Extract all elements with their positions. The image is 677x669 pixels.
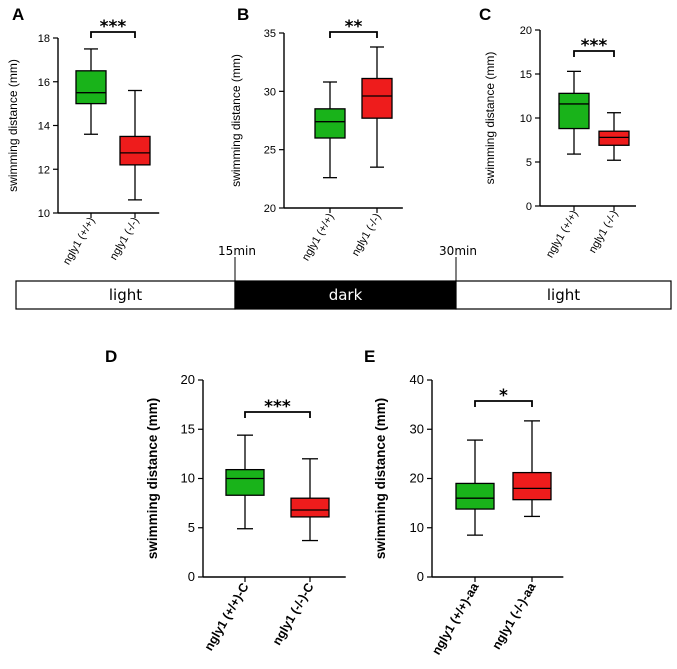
panel-letter: C: [479, 5, 491, 24]
significance-stars: ***: [264, 397, 291, 417]
iqr-box: [455, 482, 495, 510]
y-tick-label: 10: [38, 208, 50, 220]
timeline-segment-label: light: [547, 286, 580, 304]
panel-b: B 20 25 30 35 swimming distance (mm) ngly1 (+/…: [229, 5, 403, 263]
x-category-label: ngly1 (+/+): [300, 212, 337, 264]
significance-bracket: [90, 31, 136, 38]
x-category-label: ngly1 (-/-)-aa: [489, 580, 539, 652]
y-tick-label: 12: [38, 164, 50, 176]
y-tick-label: 0: [188, 569, 195, 584]
y-tick-label: 35: [264, 28, 276, 40]
significance-stars: ***: [100, 17, 127, 37]
y-tick-label: 20: [520, 25, 532, 37]
x-category-label: ngly1 (+/+)-aa: [429, 580, 482, 658]
significance-stars: ***: [581, 36, 608, 56]
iqr-box: [119, 135, 151, 166]
box-wild-type: [455, 439, 495, 536]
significance-stars: **: [345, 17, 363, 37]
x-category-label: ngly1 (-/-): [587, 209, 621, 256]
significance-bracket: [573, 50, 615, 57]
panel-letter: B: [237, 5, 249, 24]
y-axis-label: swimming distance (mm): [373, 398, 388, 559]
x-category-label: ngly1 (+/+): [544, 209, 581, 261]
x-category-label: ngly1 (+/+): [61, 216, 98, 268]
panel-letter: D: [105, 347, 117, 366]
box-knockout: [598, 112, 630, 161]
box-wild-type: [225, 434, 265, 530]
y-tick-label: 15: [181, 421, 195, 436]
box-knockout: [512, 420, 552, 518]
timeline-segment-dark: [234, 280, 457, 310]
timeline-segment-label: dark: [329, 286, 363, 304]
timeline-segment-light: [455, 280, 672, 310]
y-axis-label: swimming distance (mm): [229, 54, 243, 187]
significance-bracket: [329, 31, 378, 38]
significance-bracket: [244, 411, 311, 418]
iqr-box: [225, 468, 265, 496]
iqr-box: [290, 497, 330, 518]
y-tick-label: 16: [38, 77, 50, 89]
y-tick-label: 40: [410, 372, 424, 387]
x-category-label: ngly1 (-/-): [350, 212, 384, 259]
timeline-segment-light: [15, 280, 236, 310]
y-tick-label: 30: [264, 86, 276, 98]
x-category-label: ngly1 (+/+)-C: [202, 581, 252, 654]
box-wild-type: [558, 70, 590, 155]
y-tick-label: 20: [181, 372, 195, 387]
panel-letter: A: [12, 5, 24, 24]
y-tick-label: 0: [417, 569, 424, 584]
significance-bracket: [474, 400, 533, 407]
y-tick-label: 14: [38, 121, 50, 133]
y-tick-label: 5: [526, 157, 532, 169]
panel-c: C 0 5 10 15 20 swimming distance (mm) ngly1 (+/…: [479, 5, 636, 260]
box-wild-type: [75, 48, 107, 135]
x-category-label: ngly1 (-/-)-C: [270, 581, 317, 648]
panel-e: E 0 10 20 30 40 swimming distance (mm) ngly1 (+…: [364, 347, 564, 658]
box-wild-type: [314, 81, 346, 179]
box-knockout: [290, 458, 330, 542]
y-tick-label: 25: [264, 145, 276, 157]
light-dark-timeline: light dark light 15min 30min: [15, 244, 672, 310]
y-axis-label: swimming distance (mm): [6, 59, 20, 192]
iqr-box: [512, 471, 552, 501]
y-tick-label: 20: [410, 471, 424, 486]
panel-a: A 10 12 14 16 18 swimming distance (mm) ngly1 (…: [6, 5, 160, 268]
y-axis-label: swimming distance (mm): [483, 52, 497, 185]
iqr-box: [314, 108, 346, 139]
iqr-box: [598, 130, 630, 146]
iqr-box: [361, 77, 393, 119]
panel-letter: E: [364, 347, 375, 366]
timeline-marker-label: 15min: [218, 244, 256, 258]
significance-stars: *: [499, 386, 508, 406]
y-tick-label: 15: [520, 69, 532, 81]
y-tick-label: 10: [181, 471, 195, 486]
box-knockout: [361, 46, 393, 168]
timeline-segment-label: light: [109, 286, 142, 304]
y-tick-label: 5: [188, 520, 195, 535]
x-category-label: ngly1 (-/-): [108, 216, 142, 263]
iqr-box: [558, 92, 590, 130]
box-knockout: [119, 89, 151, 201]
panel-d: D 0 5 10 15 20 swimming distance (mm) ngly1 (+/…: [105, 347, 346, 653]
y-tick-label: 10: [520, 113, 532, 125]
y-tick-label: 18: [38, 33, 50, 45]
box-plot-panels: A 10 12 14 16 18 swimming distance (mm) ngly1 (…: [6, 5, 636, 657]
y-axis-label: swimming distance (mm): [145, 398, 160, 559]
y-tick-label: 30: [410, 421, 424, 436]
iqr-box: [75, 70, 107, 105]
timeline-marker-label: 30min: [439, 244, 477, 258]
y-tick-label: 20: [264, 203, 276, 215]
y-tick-label: 0: [526, 201, 532, 213]
y-tick-label: 10: [410, 520, 424, 535]
